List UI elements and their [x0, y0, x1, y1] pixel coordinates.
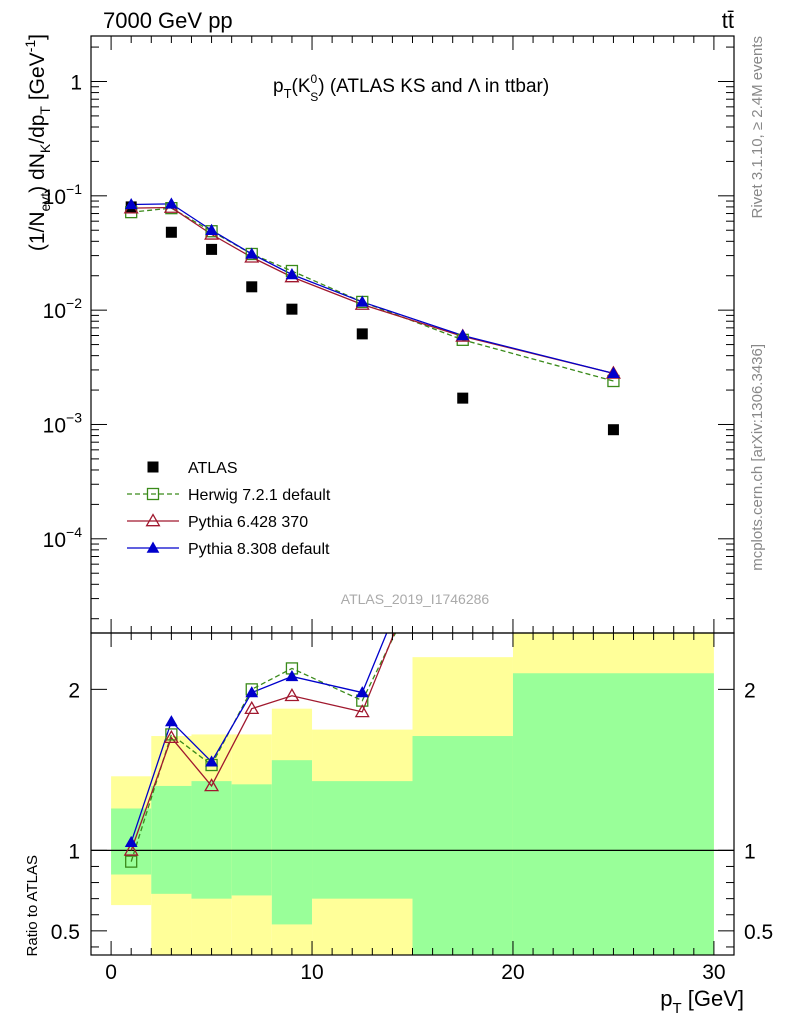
ratio-line-pythia6 — [130, 633, 395, 851]
ratio-point-pythia6 — [204, 778, 220, 792]
legend-label-pythia8: Pythia 8.308 default — [188, 541, 330, 558]
point-data — [607, 424, 619, 436]
series-line-pythia6 — [131, 206, 614, 374]
x-tick-label: 10 — [300, 961, 323, 984]
legend-marker-data — [147, 461, 159, 473]
band-inner — [151, 785, 192, 894]
y-tick-label-spectrum: 10−2 — [43, 295, 83, 323]
legend-marker-pythia6 — [145, 513, 161, 527]
ratio-point-pythia6 — [123, 842, 139, 856]
y-tick-labels-spectrum: 1 10−1 10−2 10−3 10−4 — [43, 71, 83, 551]
legend-entry-data: ATLAS — [147, 460, 238, 477]
x-tick-label: 20 — [501, 961, 524, 984]
point-pythia8 — [124, 198, 138, 210]
legend: ATLAS Herwig 7.2.1 default Pythia 6.428 37… — [127, 460, 331, 558]
ratio-point-pythia6 — [244, 700, 260, 715]
band-inner — [412, 736, 513, 955]
legend-label-pythia6: Pythia 6.428 370 — [188, 514, 308, 531]
point-data — [457, 392, 469, 404]
header-right-label: tt̄ — [722, 8, 734, 33]
series-line-pythia8 — [131, 203, 614, 374]
point-pythia8 — [607, 366, 620, 379]
point-pythia8 — [456, 329, 470, 341]
x-tick-labels: 0 10 20 30 — [105, 961, 725, 984]
y-tick-label-ratio-left: 0.5 — [51, 921, 80, 944]
y-tick-label-ratio-right: 2 — [744, 679, 756, 702]
legend-label-data: ATLAS — [188, 460, 238, 477]
y-tick-label-ratio-left: 1 — [68, 840, 80, 863]
ratio-uncertainty-bands — [111, 633, 714, 955]
band-inner — [312, 781, 413, 899]
ratio-point-herwig — [457, 491, 468, 502]
band-inner — [191, 781, 232, 899]
point-data — [246, 281, 258, 293]
ratio-point-pythia8 — [355, 686, 369, 698]
ratio-point-pythia6 — [456, 457, 469, 468]
side-text-mcplots: mcplots.cern.ch [arXiv:1306.3436] — [749, 344, 766, 571]
point-pythia8 — [355, 295, 369, 307]
header-left-label: 7000 GeV pp — [103, 8, 233, 33]
y-axis-label-ratio: Ratio to ATLAS — [24, 855, 41, 956]
ratio-plot — [91, 441, 734, 868]
legend-label-herwig: Herwig 7.2.1 default — [188, 487, 331, 504]
ratio-point-pythia8 — [285, 669, 299, 682]
analysis-watermark: ATLAS_2019_I1746286 — [341, 591, 490, 607]
ratio-point-pythia8 — [456, 441, 469, 452]
ratio-line-herwig — [130, 633, 397, 862]
y-tick-label-ratio-right: 0.5 — [744, 921, 773, 944]
point-data — [165, 226, 177, 238]
ratio-point-pythia8 — [205, 755, 218, 767]
ratio-point-pythia6 — [284, 687, 300, 702]
x-axis-label: pT [GeV] — [660, 986, 744, 1017]
y-tick-labels-ratio: 0.5 0.5 1 1 2 2 — [51, 679, 773, 944]
x-tick-label: 0 — [105, 961, 117, 984]
ratio-point-pythia6 — [354, 704, 370, 718]
legend-entry-herwig: Herwig 7.2.1 default — [127, 487, 331, 504]
ratio-point-herwig — [125, 855, 138, 868]
spectrum-plot — [123, 197, 621, 436]
point-pythia8 — [205, 223, 218, 235]
point-data — [286, 303, 298, 315]
plot-title: pT(K0 S) (ATLAS KS and Λ in ttbar) — [273, 72, 549, 104]
y-tick-label-spectrum: 10−3 — [43, 409, 83, 437]
side-text-rivet: Rivet 3.1.10, ≥ 2.4M events — [749, 36, 766, 219]
band-inner — [512, 673, 714, 955]
legend-marker-pythia8 — [146, 541, 160, 553]
legend-entry-pythia6: Pythia 6.428 370 — [127, 513, 308, 531]
ratio-point-pythia8 — [245, 686, 259, 698]
ratio-point-pythia8 — [124, 835, 138, 848]
y-tick-label-spectrum: 10−4 — [43, 524, 83, 552]
legend-marker-herwig — [146, 487, 160, 501]
y-tick-label-spectrum: 1 — [70, 71, 82, 94]
ratio-point-pythia6 — [163, 729, 179, 744]
band-inner — [271, 760, 313, 925]
axis-ticks — [91, 36, 734, 955]
y-tick-label-ratio-right: 1 — [744, 840, 756, 863]
band-inner — [231, 784, 272, 896]
x-tick-label: 30 — [702, 961, 725, 984]
point-data — [206, 243, 218, 255]
point-pythia8 — [164, 197, 178, 209]
point-pythia8 — [245, 247, 259, 259]
ratio-point-pythia8 — [164, 715, 178, 727]
point-data — [356, 328, 368, 340]
y-axis-label-spectrum: (1/Nevt) dNK/dpT [GeV-1] — [22, 34, 53, 251]
legend-entry-pythia8: Pythia 8.308 default — [127, 541, 330, 558]
point-pythia8 — [285, 268, 299, 280]
y-tick-label-ratio-left: 2 — [68, 679, 80, 702]
y-tick-label-spectrum: 10−1 — [43, 181, 83, 209]
ratio-point-herwig — [165, 728, 178, 741]
